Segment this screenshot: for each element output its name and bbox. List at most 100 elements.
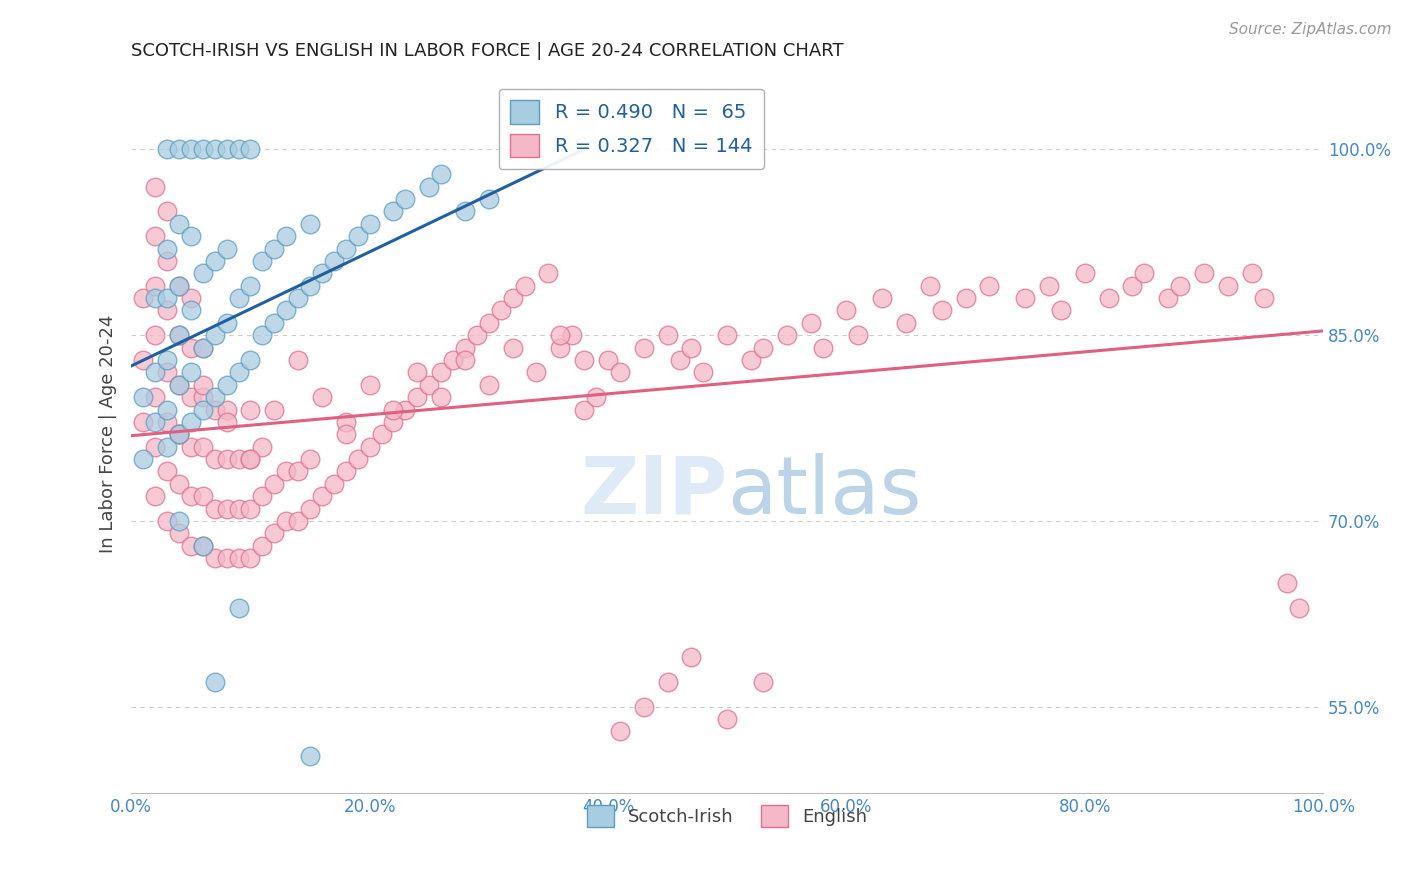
- Point: [167, 377, 190, 392]
- Point: [406, 390, 429, 404]
- Point: [204, 254, 226, 268]
- Point: [228, 365, 250, 379]
- Point: [811, 341, 834, 355]
- Point: [346, 229, 368, 244]
- Point: [167, 427, 190, 442]
- Point: [156, 291, 179, 305]
- Point: [180, 440, 202, 454]
- Point: [191, 341, 214, 355]
- Point: [979, 278, 1001, 293]
- Point: [180, 415, 202, 429]
- Point: [299, 749, 322, 764]
- Point: [370, 427, 392, 442]
- Point: [156, 465, 179, 479]
- Point: [263, 242, 285, 256]
- Text: atlas: atlas: [727, 453, 921, 531]
- Point: [191, 539, 214, 553]
- Point: [191, 402, 214, 417]
- Point: [143, 489, 166, 503]
- Point: [287, 514, 309, 528]
- Point: [346, 452, 368, 467]
- Point: [180, 291, 202, 305]
- Point: [609, 724, 631, 739]
- Point: [215, 415, 238, 429]
- Point: [287, 353, 309, 368]
- Point: [156, 514, 179, 528]
- Point: [180, 303, 202, 318]
- Point: [609, 365, 631, 379]
- Point: [406, 365, 429, 379]
- Point: [167, 217, 190, 231]
- Point: [215, 377, 238, 392]
- Point: [596, 353, 619, 368]
- Point: [382, 415, 405, 429]
- Point: [394, 402, 416, 417]
- Point: [263, 316, 285, 330]
- Point: [311, 489, 333, 503]
- Point: [430, 365, 453, 379]
- Point: [752, 341, 775, 355]
- Point: [276, 465, 298, 479]
- Point: [572, 402, 595, 417]
- Point: [489, 303, 512, 318]
- Point: [454, 204, 477, 219]
- Point: [311, 390, 333, 404]
- Point: [167, 377, 190, 392]
- Point: [156, 415, 179, 429]
- Point: [1192, 266, 1215, 280]
- Point: [550, 328, 572, 343]
- Point: [239, 143, 262, 157]
- Point: [143, 278, 166, 293]
- Point: [228, 600, 250, 615]
- Point: [740, 353, 762, 368]
- Point: [263, 526, 285, 541]
- Point: [716, 712, 738, 726]
- Point: [263, 476, 285, 491]
- Point: [299, 278, 322, 293]
- Point: [441, 353, 464, 368]
- Point: [191, 489, 214, 503]
- Point: [335, 415, 357, 429]
- Point: [894, 316, 917, 330]
- Point: [180, 539, 202, 553]
- Point: [359, 217, 381, 231]
- Point: [572, 353, 595, 368]
- Point: [143, 440, 166, 454]
- Point: [1097, 291, 1119, 305]
- Point: [239, 551, 262, 566]
- Point: [359, 377, 381, 392]
- Point: [322, 476, 344, 491]
- Point: [918, 278, 941, 293]
- Point: [239, 278, 262, 293]
- Point: [430, 167, 453, 181]
- Point: [418, 377, 440, 392]
- Point: [681, 341, 703, 355]
- Point: [1074, 266, 1097, 280]
- Point: [276, 514, 298, 528]
- Point: [382, 204, 405, 219]
- Point: [167, 278, 190, 293]
- Point: [561, 328, 583, 343]
- Point: [191, 377, 214, 392]
- Point: [191, 440, 214, 454]
- Point: [1168, 278, 1191, 293]
- Point: [180, 341, 202, 355]
- Point: [167, 514, 190, 528]
- Point: [1240, 266, 1263, 280]
- Text: Source: ZipAtlas.com: Source: ZipAtlas.com: [1229, 22, 1392, 37]
- Point: [1277, 575, 1299, 590]
- Point: [382, 402, 405, 417]
- Point: [287, 465, 309, 479]
- Y-axis label: In Labor Force | Age 20-24: In Labor Force | Age 20-24: [100, 315, 117, 553]
- Point: [681, 650, 703, 665]
- Point: [228, 551, 250, 566]
- Text: SCOTCH-IRISH VS ENGLISH IN LABOR FORCE | AGE 20-24 CORRELATION CHART: SCOTCH-IRISH VS ENGLISH IN LABOR FORCE |…: [131, 42, 844, 60]
- Point: [846, 328, 869, 343]
- Point: [454, 341, 477, 355]
- Point: [870, 291, 893, 305]
- Point: [335, 242, 357, 256]
- Point: [835, 303, 858, 318]
- Point: [215, 242, 238, 256]
- Point: [252, 328, 274, 343]
- Point: [215, 143, 238, 157]
